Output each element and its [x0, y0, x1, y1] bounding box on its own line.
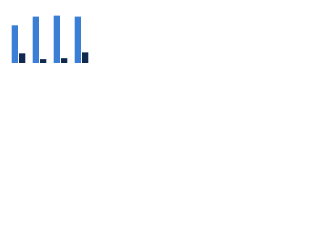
bar — [32, 16, 39, 64]
chart — [11, 15, 89, 64]
bar — [61, 58, 68, 63]
bar — [82, 52, 89, 63]
bar — [74, 16, 81, 64]
page: {"chart_data": {"type": "bar", "categori… — [0, 0, 100, 71]
bar — [19, 53, 26, 63]
bar — [53, 15, 60, 64]
bar — [40, 59, 47, 63]
bar — [11, 25, 18, 63]
